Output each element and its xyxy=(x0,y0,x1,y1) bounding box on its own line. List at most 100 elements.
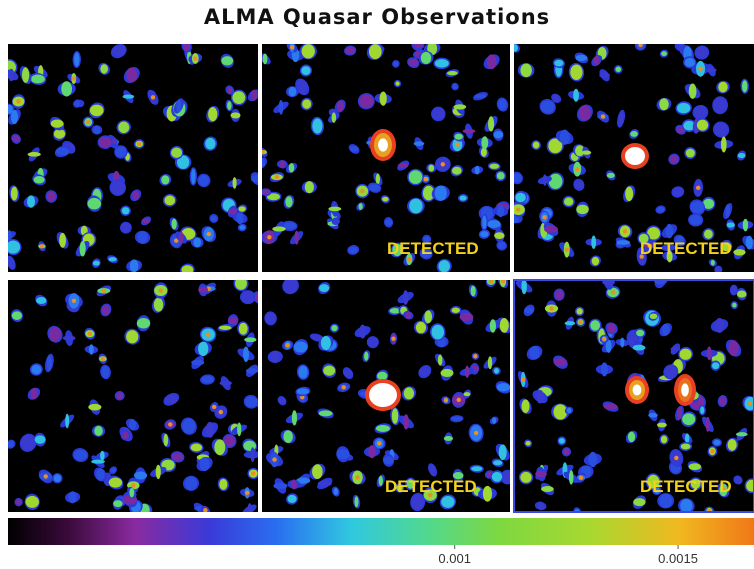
noise-peak xyxy=(473,354,477,358)
noise-blob xyxy=(666,224,674,238)
noise-peak xyxy=(151,95,155,99)
noise-peak xyxy=(377,441,381,445)
noise-blob xyxy=(47,192,56,202)
noise-peak xyxy=(441,162,445,166)
noise-peak xyxy=(16,99,20,103)
noise-blob xyxy=(349,247,358,254)
noise-blob xyxy=(735,477,742,483)
noise-blob xyxy=(332,112,336,122)
noise-blob xyxy=(715,318,724,333)
noise-peak xyxy=(44,474,48,478)
noise-blob xyxy=(291,479,297,489)
noise-blob xyxy=(395,81,399,85)
noise-blob xyxy=(487,54,497,69)
noise-blob xyxy=(492,417,496,424)
noise-blob xyxy=(500,318,509,333)
noise-blob xyxy=(287,495,296,503)
noise-blob xyxy=(12,311,22,320)
noise-blob xyxy=(129,419,136,430)
noise-blob xyxy=(16,499,21,504)
noise-blob xyxy=(439,260,450,272)
noise-peak xyxy=(72,76,76,80)
noise-blob xyxy=(471,286,476,296)
noise-blob xyxy=(736,432,748,436)
panel-label: DETECTED xyxy=(640,477,732,496)
noise-blob xyxy=(700,406,704,414)
noise-blob xyxy=(497,205,504,217)
noise-peak xyxy=(131,483,135,487)
noise-blob xyxy=(12,136,20,142)
noise-blob xyxy=(582,151,591,155)
noise-blob xyxy=(200,457,210,471)
noise-blob xyxy=(21,435,34,451)
noise-blob xyxy=(199,175,209,186)
noise-blob xyxy=(554,358,567,366)
noise-blob xyxy=(648,413,657,418)
noise-blob xyxy=(726,222,734,227)
noise-blob xyxy=(712,362,719,369)
noise-blob xyxy=(380,91,387,105)
noise-peak xyxy=(40,244,44,248)
noise-blob xyxy=(285,196,292,207)
noise-blob xyxy=(179,232,184,244)
noise-blob xyxy=(319,410,333,416)
noise-blob xyxy=(198,342,208,357)
noise-blob xyxy=(657,423,667,428)
noise-blob xyxy=(94,126,100,134)
noise-blob xyxy=(271,351,280,363)
noise-blob xyxy=(54,474,61,481)
noise-blob xyxy=(312,118,322,133)
noise-blob xyxy=(714,98,727,113)
colorbar-tick-label: 0.0015 xyxy=(658,551,698,566)
noise-blob xyxy=(181,265,193,275)
noise-blob xyxy=(694,106,706,119)
noise-peak xyxy=(245,491,249,495)
noise-blob xyxy=(657,207,664,212)
noise-blob xyxy=(564,197,573,206)
noise-peak xyxy=(267,235,271,239)
noise-blob xyxy=(403,290,409,305)
noise-peak xyxy=(212,405,216,409)
noise-peak xyxy=(219,410,223,414)
noise-blob xyxy=(494,232,504,239)
noise-blob xyxy=(121,223,130,232)
noise-peak xyxy=(159,288,163,292)
noise-blob xyxy=(716,267,721,272)
noise-blob xyxy=(576,205,588,215)
noise-blob xyxy=(47,355,52,371)
noise-blob xyxy=(706,68,717,73)
noise-blob xyxy=(441,369,454,377)
noise-blob xyxy=(574,181,583,189)
noise-blob xyxy=(681,443,691,449)
noise-blob xyxy=(601,362,608,376)
noise-blob xyxy=(232,177,236,189)
noise-blob xyxy=(298,366,307,379)
noise-blob xyxy=(69,491,77,503)
page: {"title": "ALMA Quasar Observations", "p… xyxy=(0,0,754,569)
colorbar-tick-label: 0.001 xyxy=(438,551,471,566)
noise-blob xyxy=(490,319,496,332)
noise-blob xyxy=(211,216,217,222)
noise-blob xyxy=(260,159,265,167)
noise-blob xyxy=(227,101,231,110)
noise-blob xyxy=(237,422,241,436)
noise-blob xyxy=(336,449,349,459)
noise-blob xyxy=(176,99,181,112)
noise-blob xyxy=(619,111,623,126)
noise-blob xyxy=(279,100,284,115)
noise-blob xyxy=(126,330,138,343)
noise-blob xyxy=(99,137,111,148)
noise-blob xyxy=(385,219,393,225)
noise-blob xyxy=(459,195,466,200)
noise-blob xyxy=(228,317,238,324)
noise-blob xyxy=(123,95,135,99)
noise-blob xyxy=(185,477,197,490)
source-core xyxy=(681,383,689,396)
figure: ALMA Quasar Observations DETECTED DETECT… xyxy=(0,0,754,569)
noise-blob xyxy=(392,408,399,424)
noise-blob xyxy=(431,325,444,340)
noise-blob xyxy=(464,392,471,396)
noise-blob xyxy=(481,136,488,149)
noise-blob xyxy=(650,313,658,319)
noise-peak xyxy=(260,150,264,154)
